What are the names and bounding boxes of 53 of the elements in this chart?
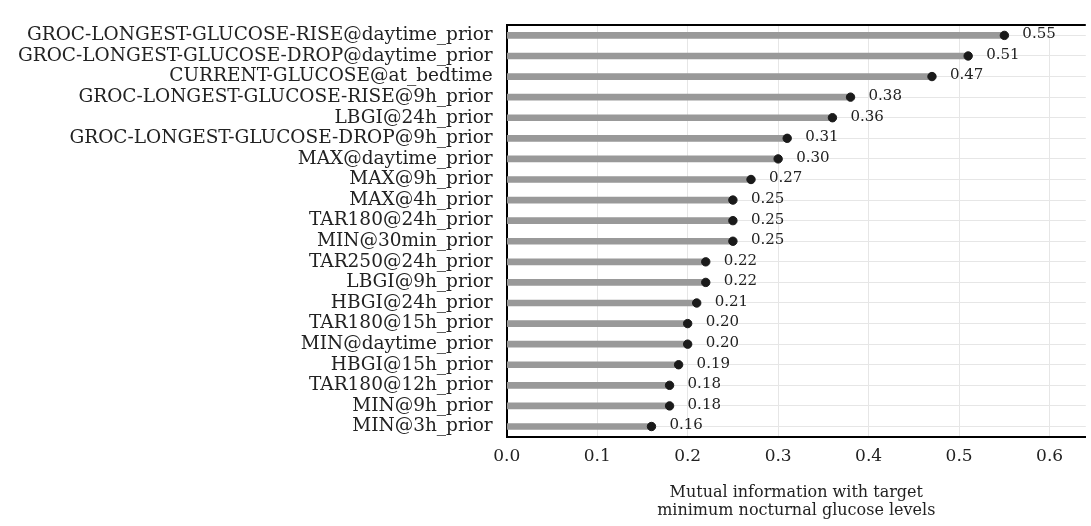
data-label: 0.18 (687, 394, 721, 413)
data-label: 0.20 (705, 312, 740, 331)
y-tick-label: GROC-LONGEST-GLUCOSE-RISE@daytime_prior (26, 23, 493, 46)
point (682, 318, 693, 329)
point (728, 215, 738, 226)
y-tick-label: GROC-LONGEST-GLUCOSE-RISE@9h_prior (78, 84, 493, 107)
x-tick-label: 0.0 (493, 445, 521, 466)
x-tick-label: 0.2 (674, 445, 702, 466)
point (773, 154, 783, 164)
data-label: 0.55 (1022, 24, 1056, 43)
x-tick-label: 0.1 (583, 445, 611, 466)
point (646, 421, 657, 432)
data-label: 0.20 (705, 333, 740, 352)
point (999, 30, 1010, 41)
data-label: 0.22 (723, 271, 758, 290)
data-label: 0.22 (723, 250, 758, 269)
data-label: 0.47 (949, 65, 984, 84)
point (673, 360, 684, 370)
point (845, 92, 856, 102)
x-tick-label: 0.4 (855, 445, 883, 466)
point (701, 257, 711, 267)
data-label: 0.25 (750, 188, 785, 207)
data-label: 0.25 (750, 230, 785, 249)
data-label: 0.21 (714, 291, 749, 310)
data-label: 0.19 (696, 353, 731, 372)
data-label: 0.25 (750, 209, 785, 228)
data-label: 0.31 (805, 127, 839, 146)
point (728, 195, 738, 205)
data-label: 0.36 (850, 106, 884, 125)
y-tick-label: GROC-LONGEST-GLUCOSE-DROP@9h_prior (69, 126, 493, 149)
y-tick-label: TAR180@12h_prior (308, 373, 493, 396)
data-label: 0.18 (687, 374, 721, 393)
point (746, 174, 756, 185)
x-tick-label: 0.6 (1036, 445, 1064, 466)
x-tick-label: 0.5 (945, 445, 973, 466)
y-tick-label: MIN@30min_prior (317, 229, 493, 252)
data-label: 0.30 (796, 147, 830, 166)
point (692, 298, 702, 308)
x-axis-title: Mutual information with target minimum nocturnal glucose levels (657, 481, 936, 519)
data-label: 0.51 (986, 44, 1020, 63)
point (728, 236, 738, 246)
x-tick-label: 0.3 (764, 445, 792, 466)
point (664, 380, 675, 391)
point (827, 113, 838, 123)
data-label: 0.16 (669, 415, 703, 434)
point (963, 51, 973, 61)
point (682, 339, 693, 349)
point (927, 71, 937, 82)
data-label: 0.27 (769, 168, 803, 187)
point (701, 277, 711, 288)
data-label: 0.38 (868, 86, 902, 105)
point (664, 401, 675, 411)
point (782, 133, 792, 144)
